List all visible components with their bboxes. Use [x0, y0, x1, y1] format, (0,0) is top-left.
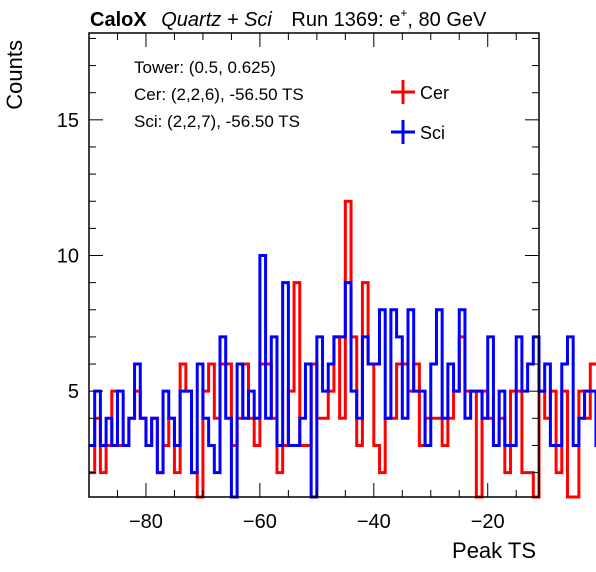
title-run-sup: +: [400, 6, 407, 20]
title-brand: CaloX: [90, 9, 147, 31]
axes-layer: −80 −60 −40 −20 5 10 15: [57, 32, 540, 533]
series-line-sci: [89, 254, 596, 499]
x-tick-label: −80: [129, 511, 163, 533]
x-tick-label: −40: [357, 511, 391, 533]
title-run: Run 1369: e: [291, 9, 400, 31]
legend: Cer Sci: [391, 80, 449, 144]
title-subtitle: Quartz + Sci: [161, 9, 272, 31]
title-beam: , 80 GeV: [407, 9, 487, 31]
info-sci: Sci: (2,2,7), -56.50 TS: [134, 112, 300, 131]
x-axis-title: Peak TS: [452, 538, 536, 563]
info-cer: Cer: (2,2,6), -56.50 TS: [134, 85, 304, 104]
y-tick-label: 10: [57, 246, 79, 268]
plot-frame: [88, 32, 540, 498]
legend-label-sci: Sci: [420, 123, 445, 143]
series-layer: [89, 199, 596, 499]
y-tick-label: 5: [68, 381, 79, 403]
info-tower: Tower: (0.5, 0.625): [134, 58, 276, 77]
chart-title: CaloX Quartz + Sci Run 1369: e+, 80 GeV: [90, 6, 487, 31]
legend-label-cer: Cer: [420, 83, 449, 103]
y-tick-label: 15: [57, 110, 79, 132]
x-tick-label: −60: [243, 511, 277, 533]
series-line-cer: [89, 199, 596, 499]
y-axis-title: Counts: [2, 40, 27, 110]
x-tick-label: −20: [471, 511, 505, 533]
